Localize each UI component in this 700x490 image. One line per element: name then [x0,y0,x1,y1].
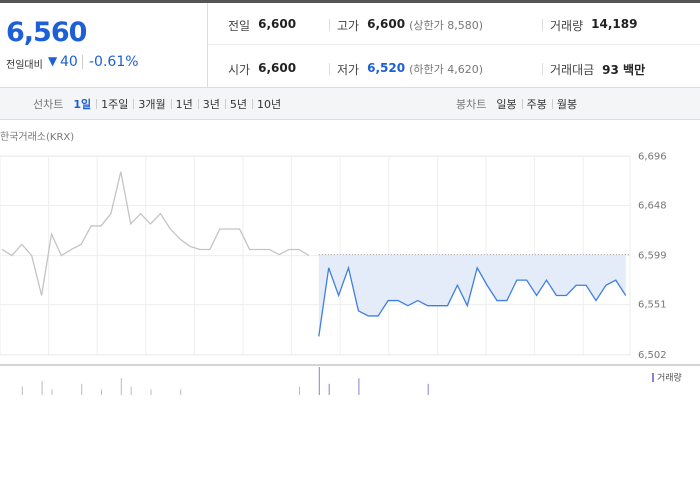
volume-bar [41,381,43,395]
line [318,265,627,337]
field-label: 전일 [228,19,251,33]
volume-bar [318,367,320,395]
field-value: 6,600 [258,17,297,31]
tab[interactable]: 일봉 [496,98,517,111]
divider [542,19,543,31]
tab-group-label: 봉차트 [456,98,487,111]
price-box: 6,560 전일대비 ▼ 40 -0.61% [0,3,208,88]
field-note: (하한가 4,620) [409,63,483,76]
divider [82,55,83,69]
field-label: 시가 [228,63,251,77]
divider [551,99,553,109]
field-label: 고가 [337,19,360,33]
divider [542,63,543,75]
volume-bar [427,383,429,395]
tab[interactable]: 5년 [229,98,248,111]
field-label: 거래량 [550,19,584,33]
volume-bar [328,383,330,395]
tab-group-label: 선차트 [33,98,64,111]
volume-bar [101,389,102,395]
volume-bar [180,389,182,395]
volume-bar [51,389,53,395]
field-note: (상한가 8,580) [409,19,483,32]
y-tick-label: 6,551 [638,300,667,311]
volume-bar [21,386,23,395]
change: 40 [60,54,78,70]
divider [521,99,523,109]
change-label: 전일대비 [6,60,43,71]
y-tick-label: 6,502 [638,350,667,361]
change-arrow: ▼ [48,54,58,68]
y-tick-label: 6,648 [638,201,667,212]
volume-bar [150,389,152,395]
field-label: 거래대금 [550,63,595,77]
divider [224,99,226,109]
summary-panel: 6,560 전일대비 ▼ 40 -0.61% 전일 6,600 고가 6,600 (상한… [0,0,700,88]
divider [197,99,199,109]
volume-bar [358,378,360,395]
legend-swatch [652,373,654,382]
line [1,171,310,296]
tab[interactable]: 3년 [202,98,220,111]
price: 6,560 [6,17,87,48]
tab[interactable]: 1년 [175,98,193,111]
field-value: 6,600 [367,17,406,31]
divider [96,99,98,109]
field-value: 93 백만 [602,63,646,77]
area [318,254,626,337]
volume-bar [299,386,300,395]
divider [133,99,135,109]
tab[interactable]: 3개월 [138,98,166,111]
divider [329,19,330,31]
tab[interactable]: 1일 [73,98,92,111]
field-label: 저가 [337,63,360,77]
tab[interactable]: 1주일 [101,98,129,111]
source: 한국거래소(KRX) [0,131,74,143]
tab-bar: 선차트 1일 1주일 3개월 1년 3년 5년 10년 봉차트 일봉 주봉 월봉 [0,88,700,120]
tab[interactable]: 10년 [257,98,282,111]
field-value: 14,189 [591,17,638,31]
divider [329,63,330,75]
change-rate: -0.61% [89,54,139,70]
volume-bar [120,378,122,395]
tab[interactable]: 주봉 [526,98,547,111]
field-value: 6,600 [258,61,297,75]
legend-label: 거래량 [657,372,682,384]
divider [170,99,172,109]
tab[interactable]: 월봉 [556,98,578,111]
y-tick-label: 6,696 [638,151,667,162]
volume-bar [81,383,83,395]
divider [252,99,254,109]
field-value: 6,520 [367,61,406,75]
row-divider [208,44,700,45]
y-tick-label: 6,599 [638,251,667,262]
volume-bar [130,386,132,395]
